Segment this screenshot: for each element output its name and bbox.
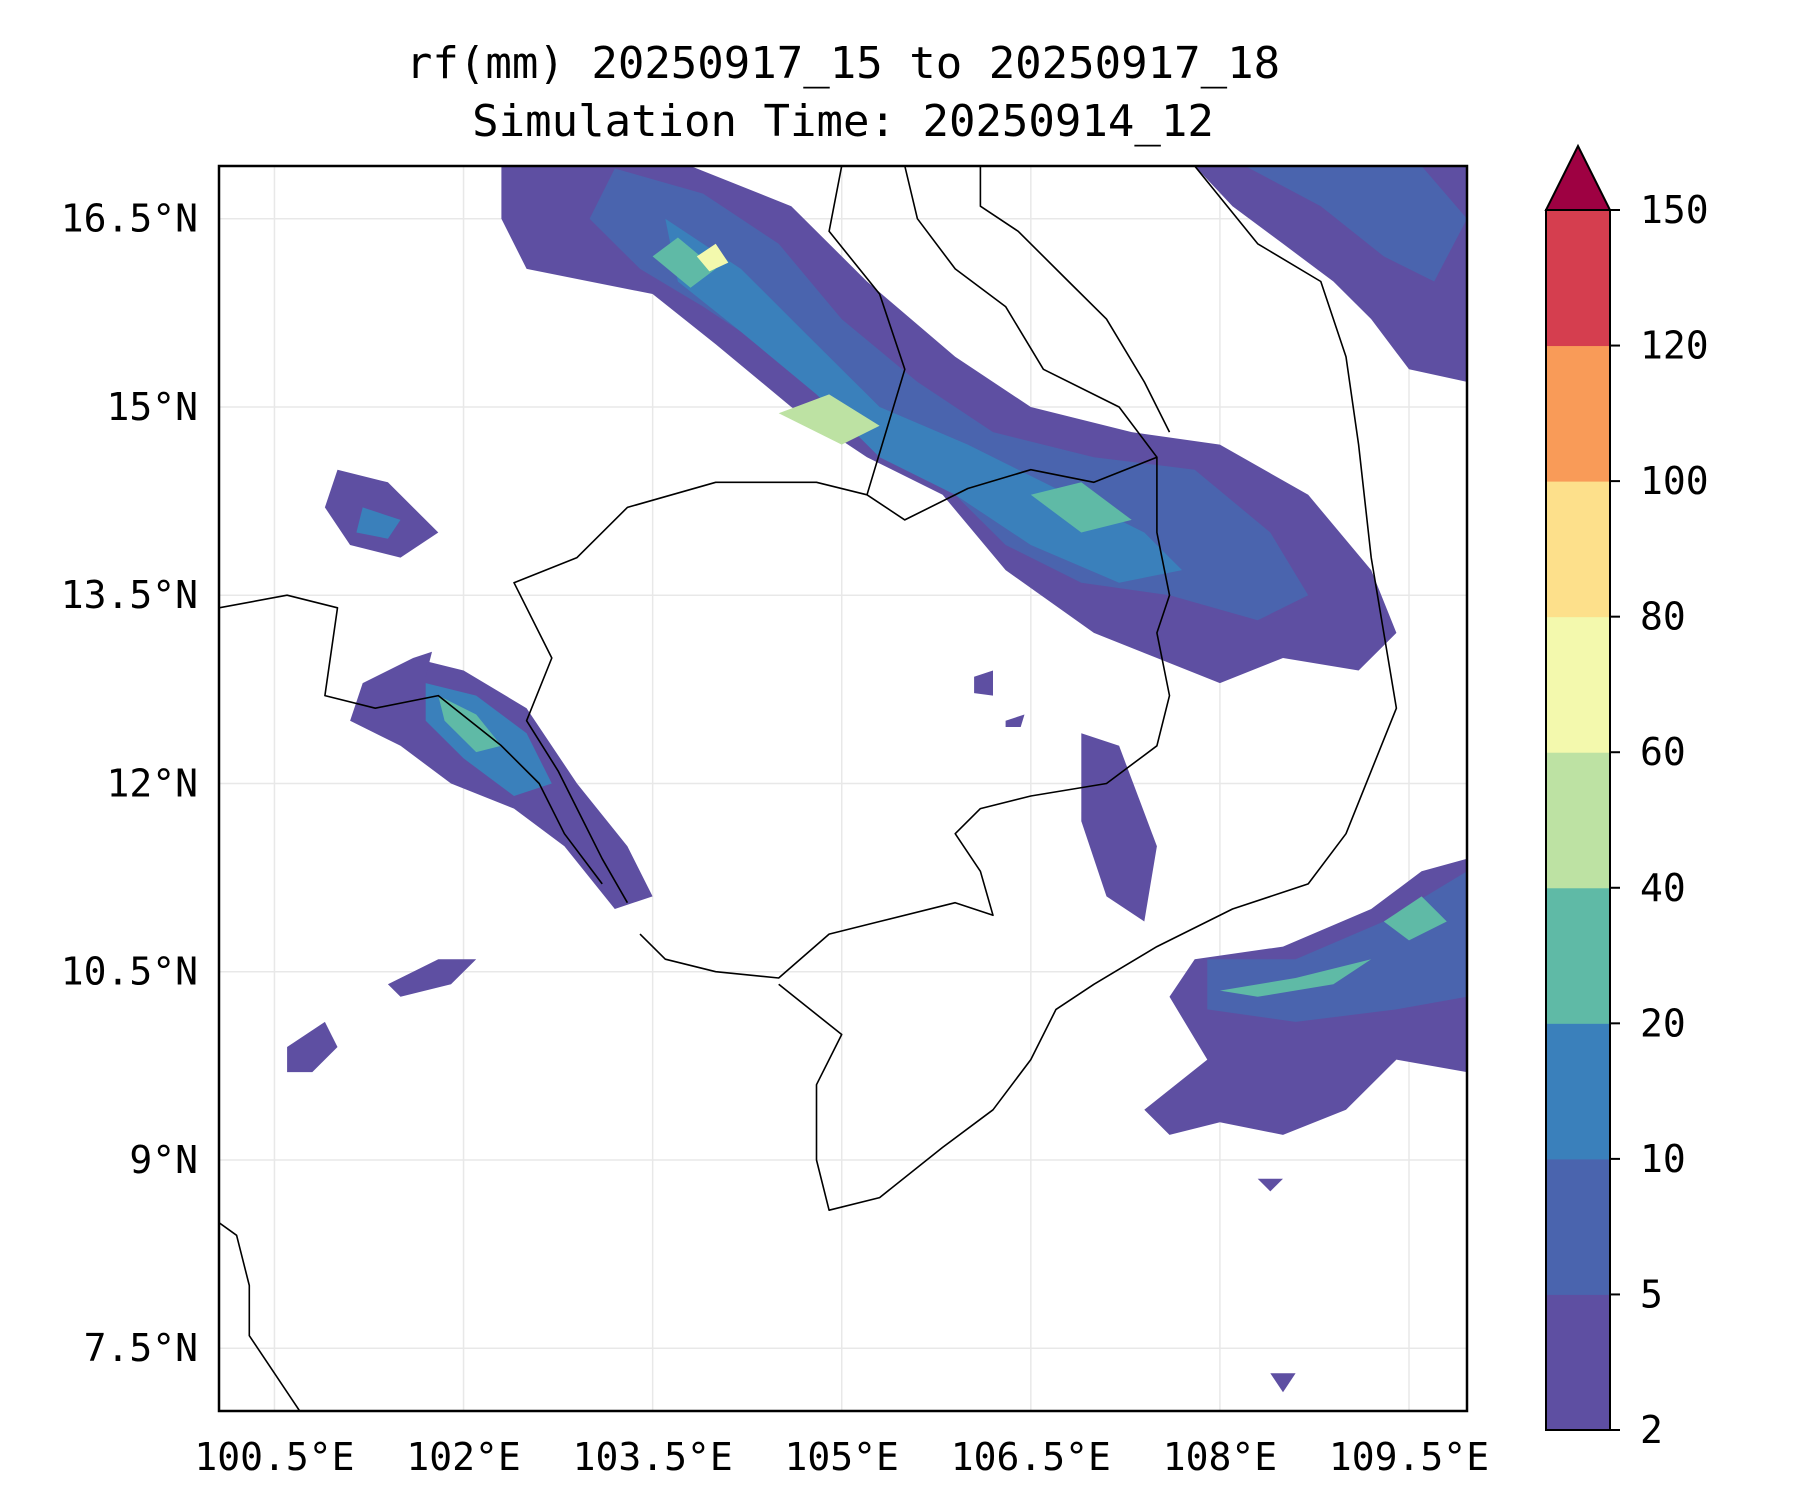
colorbar-bin-4 — [1546, 752, 1610, 889]
lon-tick-label-4: 106.5°E — [951, 1435, 1111, 1479]
lat-tick-label-0: 16.5°N — [61, 197, 198, 241]
boundary-thai-laos-border — [828, 166, 906, 496]
colorbar-label-4: 40 — [1640, 866, 1686, 910]
rain-area-west-blob-core — [356, 507, 401, 539]
lon-tick-label-0: 100.5°E — [194, 1435, 354, 1479]
boundary-laos-vietnam-border — [904, 166, 1158, 458]
lon-tick-label-1: 102°E — [406, 1435, 520, 1479]
lon-tick-label-5: 108°E — [1163, 1435, 1277, 1479]
colorbar-label-6: 80 — [1640, 595, 1686, 639]
lon-tick-label-2: 103.5°E — [573, 1435, 733, 1479]
longitude-tick-labels: 100.5°E 102°E 103.5°E 105°E 106.5°E 108°E 109.… — [194, 1435, 1489, 1479]
rain-area-southeast-band-core — [1219, 959, 1372, 997]
rain-area-core-a — [652, 237, 716, 288]
boundary-vietnam-coast — [778, 166, 1398, 1211]
colorbar-label-0: 2 — [1640, 1408, 1663, 1452]
colorbar: 2 5 10 20 40 60 80 100 120 150 — [1544, 143, 1709, 1452]
rain-area-small-5 — [1005, 714, 1025, 727]
colorbar-extend-arrow — [1544, 143, 1612, 211]
rain-area-core-d — [696, 243, 729, 272]
colorbar-bin-7 — [1546, 345, 1610, 482]
rain-area-gulf-blob-a — [387, 959, 477, 997]
rain-area-southeast-band-core-b — [1383, 896, 1447, 941]
boundary-malay-coast — [219, 1222, 301, 1411]
map-title-line1: rf(mm) 20250917_15 to 20250917_18 — [406, 38, 1280, 89]
rain-area-small-4 — [413, 651, 432, 677]
colorbar-bin-5 — [1546, 616, 1610, 753]
colorbar-bin-1 — [1546, 1158, 1610, 1295]
lat-tick-label-3: 12°N — [106, 761, 198, 805]
lat-tick-label-2: 13.5°N — [61, 573, 198, 617]
colorbar-frame — [1545, 209, 1611, 1431]
rain-area-core-b — [778, 394, 880, 445]
rainfall-contours — [287, 166, 1467, 1393]
lat-tick-label-4: 10.5°N — [61, 950, 198, 994]
colorbar-label-2: 10 — [1640, 1137, 1686, 1181]
colorbar-label-3: 20 — [1640, 1001, 1686, 1045]
rain-area-small-2 — [1257, 1178, 1283, 1192]
colorbar-bin-0 — [1546, 1294, 1610, 1431]
rain-area-gulf-blob-b — [287, 1021, 338, 1073]
colorbar-bin-8 — [1546, 210, 1610, 347]
boundary-thai-gulf-coast — [219, 594, 603, 885]
lon-tick-label-6: 109.5°E — [1329, 1435, 1489, 1479]
map-frame — [217, 164, 1469, 1413]
rain-area-small-1 — [1270, 1373, 1296, 1393]
colorbar-label-8: 120 — [1640, 324, 1709, 368]
rain-area-coast-band-core — [438, 695, 502, 753]
rain-area-east-strip — [1081, 733, 1157, 922]
colorbar-label-5: 60 — [1640, 730, 1686, 774]
map-title-line2: Simulation Time: 20250914_12 — [472, 96, 1214, 147]
boundary-laos-north-border — [979, 166, 1171, 433]
latitude-tick-labels: 16.5°N 15°N 13.5°N 12°N 10.5°N 9°N 7.5°N — [61, 197, 198, 1371]
rain-area-core-c — [1030, 482, 1132, 533]
rain-area-northeast-corner-mid — [1245, 166, 1467, 282]
rain-area-northwest-band-mid — [589, 168, 1309, 621]
coastlines-borders — [219, 166, 1398, 1411]
colorbar-bin-2 — [1546, 1023, 1610, 1160]
rain-area-small-3 — [974, 670, 993, 696]
lat-tick-label-6: 7.5°N — [84, 1326, 198, 1370]
colorbar-label-9: 150 — [1640, 188, 1709, 232]
colorbar-bin-3 — [1546, 887, 1610, 1024]
boundary-cambodia-border — [513, 456, 1171, 979]
colorbar-label-1: 5 — [1640, 1272, 1663, 1316]
colorbar-label-7: 100 — [1640, 459, 1709, 503]
map-plot-area — [217, 164, 1469, 1413]
lon-tick-label-3: 105°E — [785, 1435, 899, 1479]
colorbar-bin-6 — [1546, 481, 1610, 618]
lat-tick-label-1: 15°N — [106, 385, 198, 429]
lat-tick-label-5: 9°N — [129, 1138, 198, 1182]
